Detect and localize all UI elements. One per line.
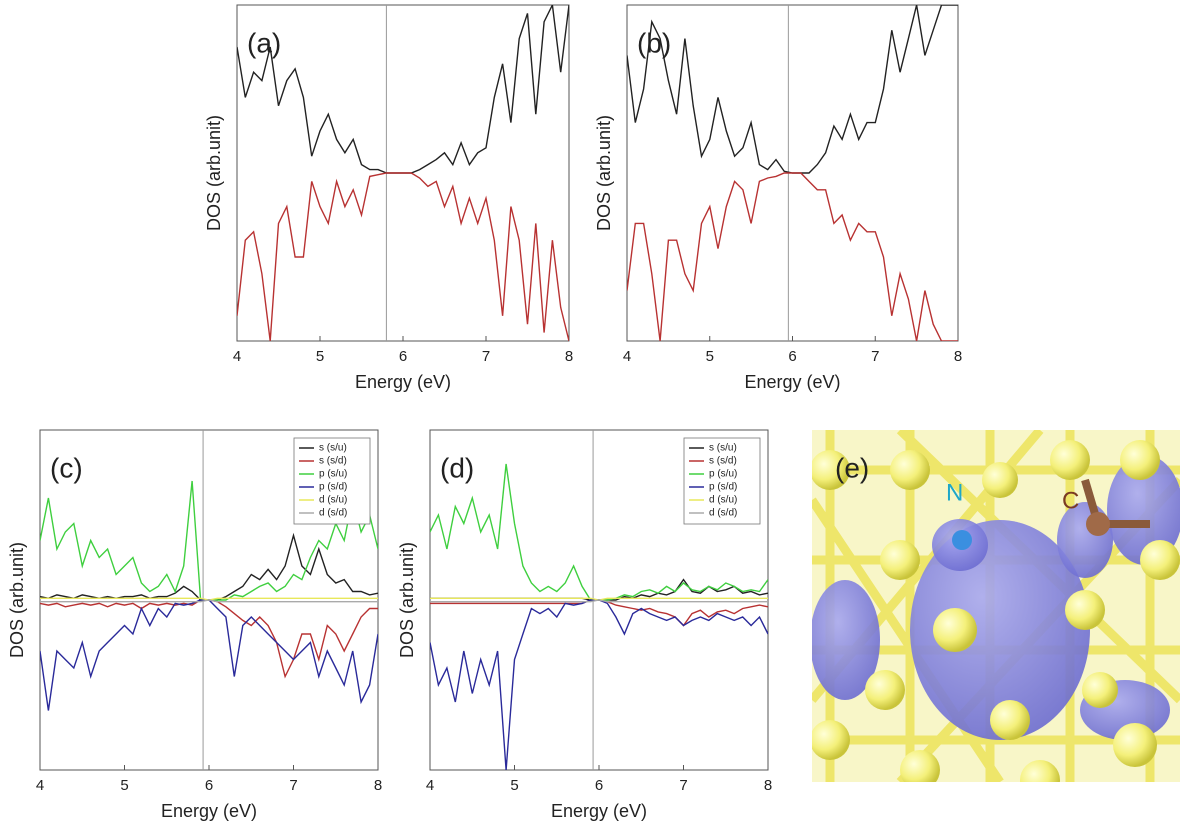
legend-label: s (s/d) bbox=[709, 456, 737, 467]
dos-line bbox=[430, 600, 768, 770]
x-tick-label: 5 bbox=[706, 348, 714, 365]
x-tick-label: 8 bbox=[374, 777, 382, 794]
dos-line bbox=[40, 535, 378, 600]
panel-label: (d) bbox=[440, 452, 474, 483]
y-axis-label: DOS (arb.unit) bbox=[594, 115, 614, 231]
dos-line bbox=[430, 600, 768, 626]
legend-label: p (s/d) bbox=[319, 482, 347, 493]
x-tick-label: 8 bbox=[954, 348, 962, 365]
dos-line bbox=[40, 600, 378, 711]
x-tick-label: 8 bbox=[565, 348, 573, 365]
x-tick-label: 4 bbox=[233, 348, 241, 365]
legend-label: d (s/d) bbox=[319, 508, 347, 519]
legend-label: s (s/u) bbox=[319, 443, 347, 454]
x-tick-label: 7 bbox=[871, 348, 879, 365]
x-axis-label: Energy (eV) bbox=[744, 372, 840, 392]
x-tick-label: 4 bbox=[36, 777, 44, 794]
y-axis-label: DOS (arb.unit) bbox=[204, 115, 224, 231]
panel-label: (c) bbox=[50, 452, 83, 483]
legend-label: d (s/u) bbox=[709, 495, 737, 506]
x-tick-label: 6 bbox=[399, 348, 407, 365]
dos-line bbox=[627, 5, 958, 173]
panel-label: (b) bbox=[637, 27, 671, 58]
legend-label: p (s/u) bbox=[709, 469, 737, 480]
x-tick-label: 5 bbox=[120, 777, 128, 794]
panel-label: (e) bbox=[835, 452, 869, 483]
x-axis-label: Energy (eV) bbox=[551, 801, 647, 821]
atom-label: N bbox=[946, 479, 963, 506]
dos-line bbox=[430, 600, 768, 602]
legend-label: p (s/d) bbox=[709, 482, 737, 493]
dos-line bbox=[237, 173, 569, 341]
x-axis-label: Energy (eV) bbox=[161, 801, 257, 821]
panel-label: (a) bbox=[247, 27, 281, 58]
plot-lines bbox=[627, 5, 958, 341]
dos-line bbox=[627, 173, 958, 341]
x-tick-label: 7 bbox=[482, 348, 490, 365]
y-axis-label: DOS (arb.unit) bbox=[397, 542, 417, 658]
x-tick-label: 6 bbox=[595, 777, 603, 794]
x-tick-label: 7 bbox=[679, 777, 687, 794]
legend-label: s (s/d) bbox=[319, 456, 347, 467]
x-tick-label: 6 bbox=[788, 348, 796, 365]
x-axis-label: Energy (eV) bbox=[355, 372, 451, 392]
x-tick-label: 5 bbox=[316, 348, 324, 365]
dos-line bbox=[237, 5, 569, 173]
x-tick-label: 4 bbox=[426, 777, 434, 794]
figure: (e) N C 4 5 6 7 8 Energy (eV) DOS (arb.unit) (a… bbox=[0, 0, 1192, 836]
legend-label: d (s/u) bbox=[319, 495, 347, 506]
structure-image: (e) N C bbox=[810, 430, 1183, 800]
y-axis-label: DOS (arb.unit) bbox=[7, 542, 27, 658]
x-tick-label: 7 bbox=[289, 777, 297, 794]
x-tick-label: 4 bbox=[623, 348, 631, 365]
atom-label: C bbox=[1062, 487, 1079, 514]
x-tick-label: 5 bbox=[510, 777, 518, 794]
x-tick-label: 8 bbox=[764, 777, 772, 794]
legend-label: p (s/u) bbox=[319, 469, 347, 480]
legend-label: s (s/u) bbox=[709, 443, 737, 454]
legend-label: d (s/d) bbox=[709, 508, 737, 519]
plot-lines bbox=[237, 5, 569, 341]
dos-line bbox=[40, 600, 378, 677]
x-tick-label: 6 bbox=[205, 777, 213, 794]
